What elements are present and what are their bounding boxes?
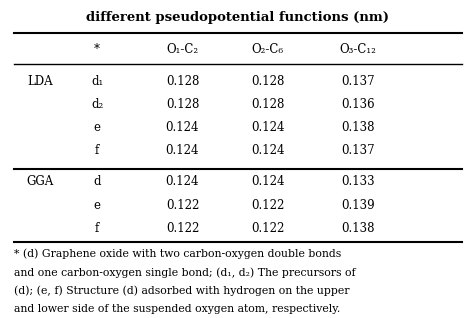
Text: 0.122: 0.122: [251, 199, 284, 211]
Text: and lower side of the suspended oxygen atom, respectively.: and lower side of the suspended oxygen a…: [14, 304, 340, 314]
Text: 0.122: 0.122: [166, 199, 199, 211]
Text: 0.124: 0.124: [251, 176, 284, 188]
Text: 0.124: 0.124: [166, 144, 199, 156]
Text: 0.138: 0.138: [341, 121, 374, 134]
Text: 0.124: 0.124: [251, 144, 284, 156]
Text: 0.137: 0.137: [341, 75, 374, 87]
Text: 0.124: 0.124: [251, 121, 284, 134]
Text: 0.139: 0.139: [341, 199, 374, 211]
Text: 0.128: 0.128: [251, 75, 284, 87]
Text: f: f: [95, 144, 99, 156]
Text: 0.124: 0.124: [166, 176, 199, 188]
Text: O₁-C₂: O₁-C₂: [166, 43, 199, 56]
Text: O₃-C₁₂: O₃-C₁₂: [339, 43, 376, 56]
Text: O₂-C₆: O₂-C₆: [252, 43, 284, 56]
Text: 0.128: 0.128: [166, 98, 199, 111]
Text: 0.128: 0.128: [251, 98, 284, 111]
Text: 0.133: 0.133: [341, 176, 374, 188]
Text: 0.137: 0.137: [341, 144, 374, 156]
Text: * (d) Graphene oxide with two carbon-oxygen double bonds: * (d) Graphene oxide with two carbon-oxy…: [14, 249, 341, 259]
Text: e: e: [94, 121, 100, 134]
Text: different pseudopotential functions (nm): different pseudopotential functions (nm): [85, 11, 389, 24]
Text: 0.136: 0.136: [341, 98, 374, 111]
Text: f: f: [95, 222, 99, 234]
Text: (d); (e, f) Structure (d) adsorbed with hydrogen on the upper: (d); (e, f) Structure (d) adsorbed with …: [14, 286, 350, 296]
Text: e: e: [94, 199, 100, 211]
Text: 0.138: 0.138: [341, 222, 374, 234]
Text: 0.122: 0.122: [166, 222, 199, 234]
Text: d₁: d₁: [91, 75, 103, 87]
Text: *: *: [94, 43, 100, 56]
Text: d₂: d₂: [91, 98, 103, 111]
Text: and one carbon-oxygen single bond; (d₁, d₂) The precursors of: and one carbon-oxygen single bond; (d₁, …: [14, 267, 356, 278]
Text: 0.128: 0.128: [166, 75, 199, 87]
Text: 0.124: 0.124: [166, 121, 199, 134]
Text: GGA: GGA: [27, 176, 54, 188]
Text: LDA: LDA: [27, 75, 53, 87]
Text: d: d: [93, 176, 101, 188]
Text: 0.122: 0.122: [251, 222, 284, 234]
